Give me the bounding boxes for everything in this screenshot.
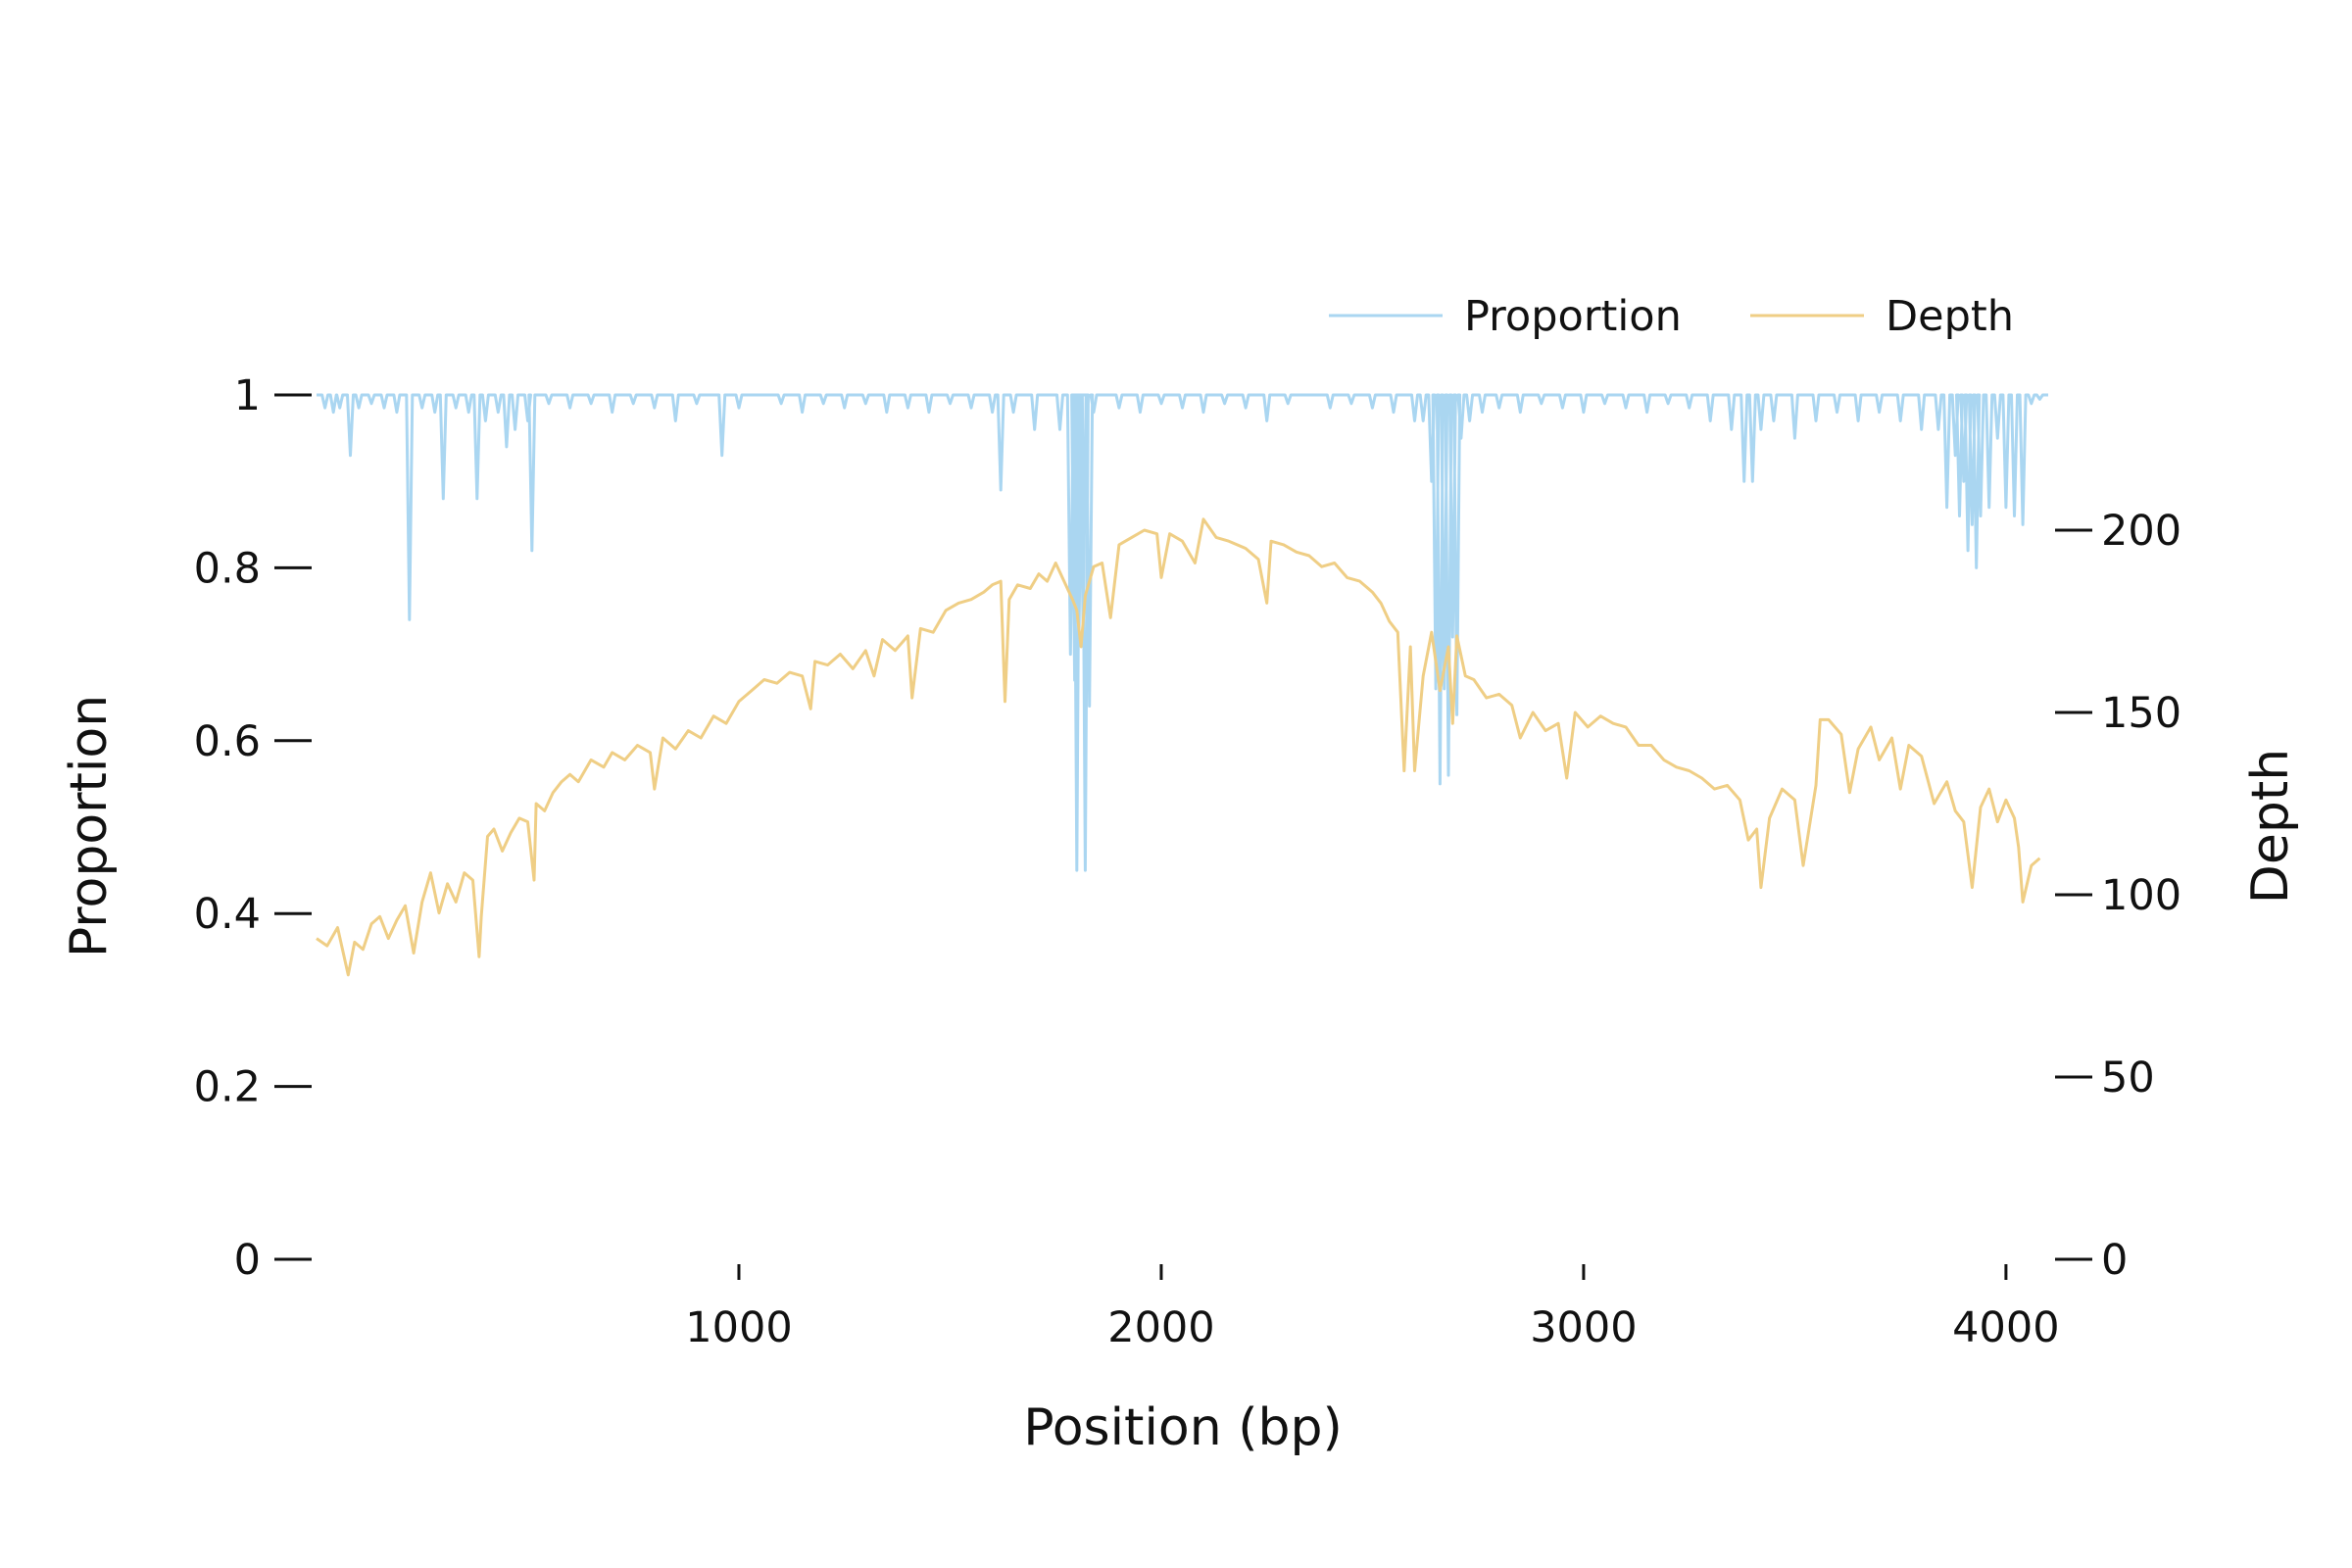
x-axis: 1000 2000 3000 4000	[685, 1264, 2060, 1352]
left-tick-label: 1	[234, 371, 261, 420]
left-tick-label: 0	[234, 1236, 261, 1285]
right-axis: 0 50 100 150 200	[2055, 507, 2181, 1285]
legend-depth-label: Depth	[1886, 292, 2014, 341]
legend: Proportion Depth	[1329, 292, 2014, 341]
x-tick-label: 1000	[685, 1303, 792, 1352]
left-axis: 0 0.2 0.4 0.6 0.8 1	[194, 371, 312, 1285]
right-tick-label: 0	[2101, 1236, 2128, 1285]
left-tick-label: 0.6	[194, 717, 261, 766]
series-layer	[316, 393, 2048, 977]
right-axis-title: Depth	[2241, 749, 2300, 904]
left-tick-label: 0.4	[194, 890, 261, 939]
right-tick-label: 150	[2101, 689, 2181, 738]
right-tick-label: 50	[2101, 1054, 2155, 1102]
left-tick-label: 0.8	[194, 544, 261, 593]
depth-series-line	[316, 517, 2041, 977]
x-tick-label: 4000	[1952, 1303, 2059, 1352]
legend-proportion-label: Proportion	[1464, 292, 1682, 341]
right-tick-label: 200	[2101, 507, 2181, 556]
left-tick-label: 0.2	[194, 1063, 261, 1112]
right-tick-label: 100	[2101, 871, 2181, 920]
proportion-series-line	[317, 393, 2048, 872]
x-tick-label: 2000	[1107, 1303, 1214, 1352]
x-axis-title: Position (bp)	[1023, 1398, 1343, 1457]
x-tick-label: 3000	[1530, 1303, 1637, 1352]
left-axis-title: Proportion	[60, 695, 119, 957]
